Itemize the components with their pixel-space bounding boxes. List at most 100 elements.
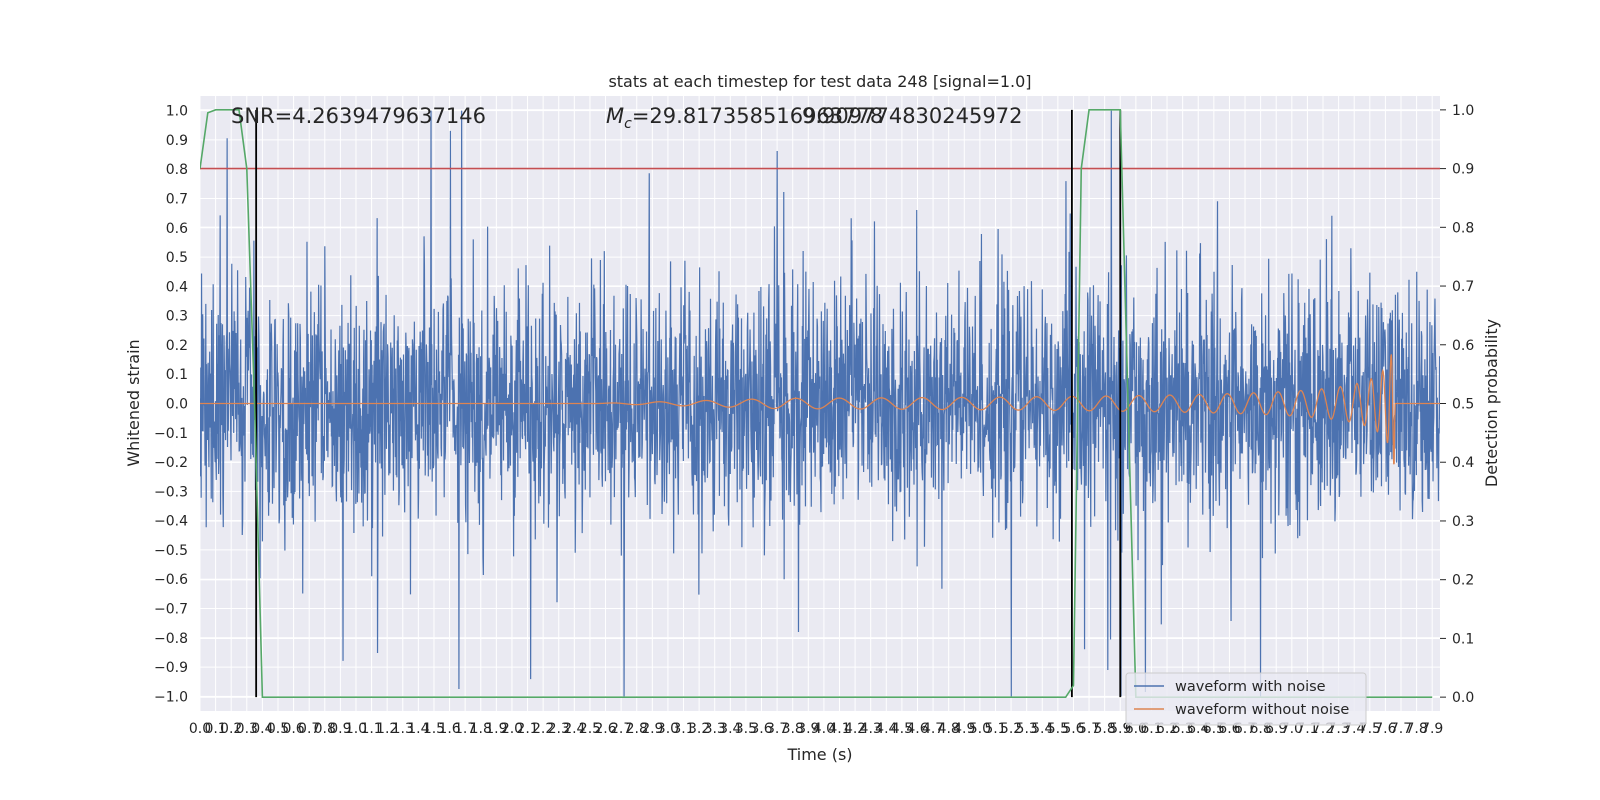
y2-tick-label: 0.3	[1452, 514, 1474, 530]
y-tick-label: −0.4	[154, 514, 188, 530]
snr-annotation: SNR=4.2639479637146	[231, 104, 486, 128]
x-tick-label: 5.7	[1078, 721, 1100, 737]
x-tick-label: 3.5	[735, 721, 757, 737]
x-tick-label: 5.4	[1031, 721, 1053, 737]
x-tick-label: 2.7	[610, 721, 632, 737]
y2-tick-label: 0.4	[1452, 455, 1474, 471]
x-tick-label: 4.9	[953, 721, 975, 737]
x-tick-label: 5.1	[984, 721, 1006, 737]
y-tick-label: −0.3	[154, 484, 188, 500]
x-tick-label: 1.6	[438, 721, 460, 737]
x-tick-label: 1.5	[423, 721, 445, 737]
x-tick-label: 1.9	[485, 721, 507, 737]
y-axis-label: Whitened strain	[124, 339, 143, 466]
x-tick-label: 3.8	[782, 721, 804, 737]
x-tick-label: 2.4	[563, 721, 585, 737]
y-tick-label: 0.2	[166, 338, 188, 354]
x-tick-label: 2.9	[641, 721, 663, 737]
x-tick-label: 0.8	[314, 721, 336, 737]
x-tick-label: 1.2	[376, 721, 398, 737]
clean-waveform-line	[200, 354, 1440, 465]
x-tick-label: 0.6	[282, 721, 304, 737]
overlap-annotation: 9.909774830245972	[802, 104, 1022, 128]
x-tick-label: 2.5	[579, 721, 601, 737]
y-tick-label: 0.1	[166, 367, 188, 383]
detection-markers	[255, 109, 1122, 698]
mc-subscript: c	[624, 116, 632, 132]
y-tick-label: 1.0	[166, 104, 188, 120]
legend-label-noisy: waveform with noise	[1175, 679, 1326, 695]
x-tick-label: 0.1	[204, 721, 226, 737]
y2-tick-label: 0.6	[1452, 338, 1474, 354]
x-tick-label: 3.3	[704, 721, 726, 737]
x-tick-label: 5.2	[1000, 721, 1022, 737]
x-tick-label: 0.5	[267, 721, 289, 737]
detection-probability-line	[200, 109, 1433, 698]
x-tick-label: 5.8	[1094, 721, 1116, 737]
x-axis-label: Time (s)	[786, 745, 852, 764]
y2-tick-labels: 1.0 0.9 0.8 0.7 0.6 0.5 0.4 0.3 0.2 0.1 0.0	[1440, 103, 1474, 706]
y2-tick-label: 0.2	[1452, 573, 1474, 589]
x-tick-label: 4.6	[906, 721, 928, 737]
y-tick-label: −0.8	[154, 631, 188, 647]
y-tick-label: 0.0	[166, 397, 188, 413]
x-tick-label: 3.7	[766, 721, 788, 737]
x-tick-label: 0.4	[251, 721, 273, 737]
mc-symbol: M	[606, 104, 624, 128]
legend: waveform with noise waveform without noi…	[1125, 672, 1367, 726]
x-tick-label: 7.9	[1421, 721, 1443, 737]
y-tick-label: 0.3	[166, 309, 188, 325]
y2-tick-label: 0.8	[1452, 220, 1474, 236]
x-tick-label: 1.1	[360, 721, 382, 737]
x-tick-label: 4.3	[860, 721, 882, 737]
x-tick-label: 2.1	[516, 721, 538, 737]
x-tick-label: 0.0	[189, 721, 211, 737]
y2-tick-label: 1.0	[1452, 103, 1474, 119]
x-tick-label: 2.6	[594, 721, 616, 737]
chart-title: stats at each timestep for test data 248…	[608, 72, 1031, 91]
x-tick-label: 3.1	[672, 721, 694, 737]
x-tick-label: 2.8	[626, 721, 648, 737]
y-tick-label: 0.4	[166, 279, 188, 295]
legend-box	[1125, 672, 1367, 726]
x-tick-label: 0.2	[220, 721, 242, 737]
x-tick-label: 4.2	[844, 721, 866, 737]
y2-tick-label: 0.9	[1452, 162, 1474, 178]
x-tick-label: 5.6	[1062, 721, 1084, 737]
y-tick-label: −0.5	[154, 543, 188, 559]
y-tick-label: 0.6	[166, 221, 188, 237]
mc-value: =29.817358516963778	[632, 104, 883, 128]
x-tick-label: 4.4	[875, 721, 897, 737]
x-tick-label: 3.0	[657, 721, 679, 737]
x-tick-label: 2.2	[532, 721, 554, 737]
y-tick-label: −0.2	[154, 455, 188, 471]
x-tick-label: 3.2	[688, 721, 710, 737]
x-tick-label: 1.8	[470, 721, 492, 737]
x-tick-label: 5.5	[1047, 721, 1069, 737]
y-tick-label: −0.1	[154, 426, 188, 442]
y2-tick-label: 0.1	[1452, 631, 1474, 647]
x-tick-label: 4.8	[938, 721, 960, 737]
x-tick-label: 4.0	[813, 721, 835, 737]
x-tick-label: 7.8	[1405, 721, 1427, 737]
x-tick-label: 2.0	[501, 721, 523, 737]
y-tick-label: 0.8	[166, 162, 188, 178]
x-tick-label: 7.6	[1374, 721, 1396, 737]
x-tick-label: 5.3	[1016, 721, 1038, 737]
y-tick-labels: 1.0 0.9 0.8 0.7 0.6 0.5 0.4 0.3 0.2 0.1 0.0 −0.1 −0.…	[154, 104, 188, 706]
x-tick-label: 1.4	[407, 721, 429, 737]
y-tick-label: 0.9	[166, 133, 188, 149]
y2-axis-label: Detection probability	[1482, 319, 1501, 487]
x-tick-label: 0.7	[298, 721, 320, 737]
y2-tick-label: 0.7	[1452, 279, 1474, 295]
x-tick-label: 0.9	[329, 721, 351, 737]
y-tick-label: −0.7	[154, 602, 188, 618]
x-tick-label: 2.3	[548, 721, 570, 737]
y2-tick-label: 0.5	[1452, 397, 1474, 413]
y2-tick-label: 0.0	[1452, 690, 1474, 706]
y-tick-label: 0.7	[166, 192, 188, 208]
x-tick-label: 7.7	[1390, 721, 1412, 737]
noisy-waveform-line	[200, 110, 1440, 697]
x-tick-label: 4.1	[828, 721, 850, 737]
